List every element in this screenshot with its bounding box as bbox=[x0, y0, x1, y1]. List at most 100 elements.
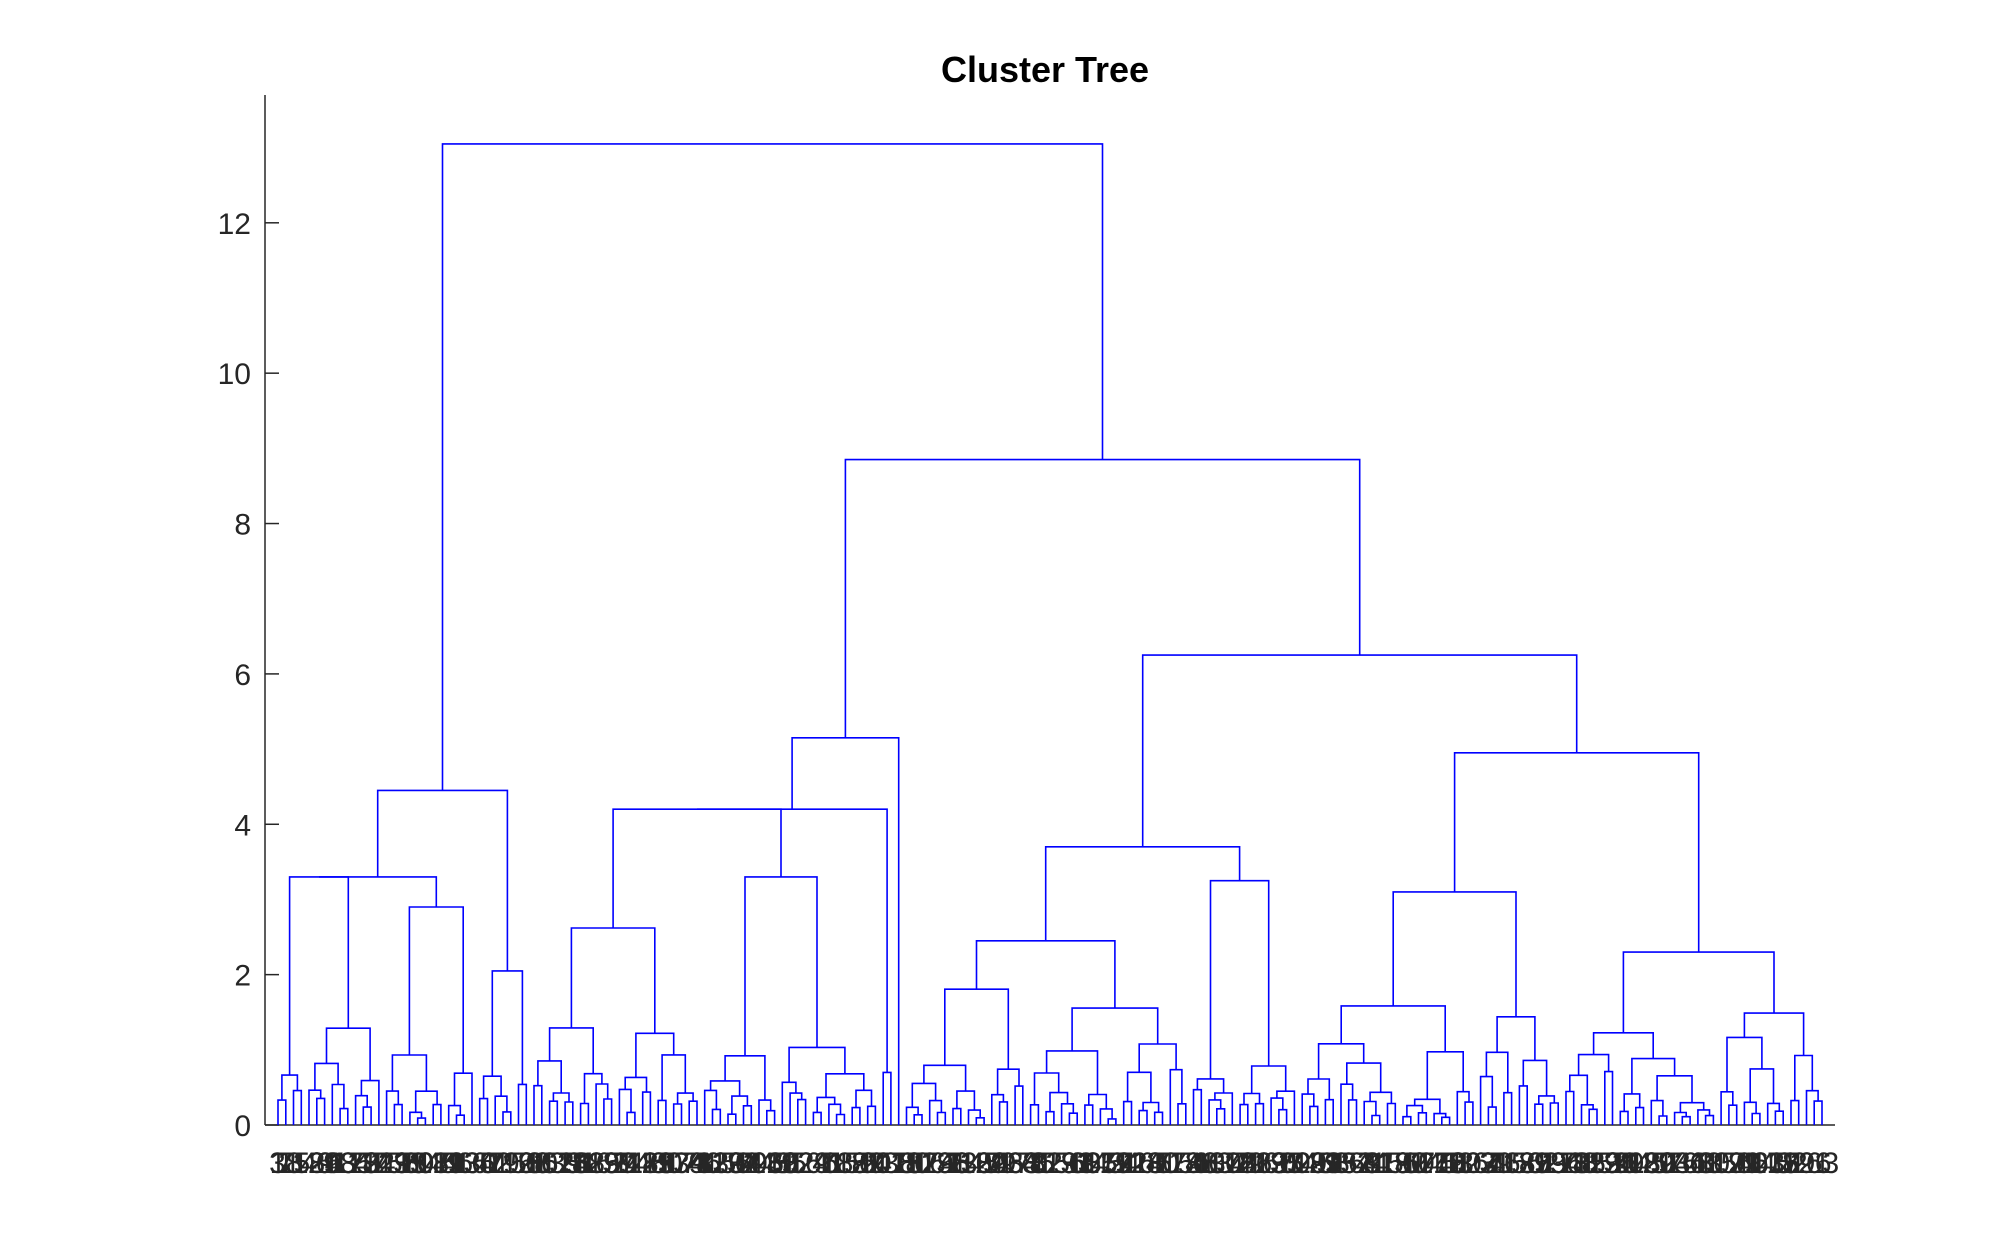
tree-link bbox=[1088, 1093, 1108, 1109]
leaf-label: 30 bbox=[1394, 1147, 1427, 1180]
leaf-label: 171 bbox=[664, 1147, 714, 1180]
leaf-label: 71 bbox=[1611, 1147, 1644, 1180]
tree-link bbox=[1138, 1043, 1177, 1073]
leaf-label: 29 bbox=[1728, 1147, 1761, 1180]
tree-link bbox=[855, 1089, 873, 1108]
tree-link bbox=[1138, 1109, 1148, 1125]
leaf-label: 127 bbox=[1448, 1147, 1498, 1180]
tree-link bbox=[1534, 1103, 1544, 1125]
leaf-label: 155 bbox=[1370, 1147, 1420, 1180]
leaf-label: 104 bbox=[1401, 1147, 1451, 1180]
leaf-label: 175 bbox=[874, 1147, 924, 1180]
tree-link bbox=[727, 1113, 737, 1125]
tree-link bbox=[1413, 1098, 1441, 1114]
leaf-label: 182 bbox=[1626, 1147, 1676, 1180]
leaf-label: 116 bbox=[487, 1147, 535, 1180]
tree-link bbox=[612, 808, 782, 928]
leaf-label: 92 bbox=[781, 1147, 814, 1180]
leaf-label: 78 bbox=[820, 1147, 853, 1180]
leaf-label: 114 bbox=[1154, 1147, 1202, 1180]
leaf-label: 195 bbox=[377, 1147, 427, 1180]
leaf-label: 161 bbox=[912, 1147, 962, 1180]
leaf-label: 94 bbox=[1658, 1147, 1691, 1180]
leaf-label: 130 bbox=[447, 1147, 497, 1180]
leaf-label: 122 bbox=[1572, 1147, 1622, 1180]
leaf-label: 99 bbox=[1534, 1147, 1567, 1180]
tree-link bbox=[1794, 1054, 1814, 1101]
tree-link bbox=[1049, 1091, 1069, 1112]
tree-link bbox=[1045, 1110, 1055, 1125]
leaf-label: 100 bbox=[1192, 1147, 1242, 1180]
tree-link bbox=[626, 1111, 636, 1125]
tree-link bbox=[1549, 1102, 1559, 1125]
leaf-label: 84 bbox=[362, 1147, 395, 1180]
tree-link bbox=[391, 1054, 428, 1092]
leaf-label: 20 bbox=[1642, 1147, 1675, 1180]
tree-link bbox=[703, 1089, 718, 1125]
leaf-label: 81 bbox=[1363, 1147, 1396, 1180]
tree-link bbox=[1749, 1068, 1775, 1104]
tree-link bbox=[952, 1107, 962, 1125]
leaf-label: 72 bbox=[1278, 1147, 1311, 1180]
leaf-label: 134 bbox=[656, 1147, 706, 1180]
y-tick-label: 6 bbox=[234, 659, 251, 692]
leaf-label: 37 bbox=[603, 1147, 636, 1180]
leaf-label: 77 bbox=[1154, 1147, 1187, 1180]
leaf-label: 111 bbox=[612, 1147, 658, 1180]
leaf-label: 21 bbox=[1309, 1147, 1342, 1180]
tree-link bbox=[758, 1099, 772, 1125]
tree-link bbox=[502, 1111, 512, 1125]
leaf-label: 1 bbox=[270, 1147, 287, 1180]
leaf-label: 151 bbox=[1161, 1147, 1211, 1180]
leaf-label: 57 bbox=[1650, 1147, 1683, 1180]
tree-link bbox=[672, 1103, 683, 1125]
leaf-label: 63 bbox=[1192, 1147, 1225, 1180]
leaf-label: 163 bbox=[1789, 1147, 1839, 1180]
leaf-label: 109 bbox=[1277, 1147, 1327, 1180]
tree-link bbox=[292, 1089, 303, 1125]
tree-link bbox=[548, 1100, 559, 1125]
leaf-label: 11 bbox=[1558, 1147, 1589, 1180]
tree-link bbox=[1417, 1112, 1428, 1125]
leaf-label: 105 bbox=[1068, 1147, 1118, 1180]
leaf-label: 95 bbox=[1324, 1147, 1357, 1180]
leaf-label: 86 bbox=[1239, 1147, 1272, 1180]
tree-link bbox=[1518, 1085, 1528, 1125]
tree-link bbox=[1278, 1108, 1288, 1125]
tree-link bbox=[1254, 1102, 1265, 1125]
leaf-label: 113 bbox=[1488, 1147, 1536, 1180]
tree-link bbox=[416, 1117, 427, 1125]
tree-link bbox=[1433, 1112, 1447, 1125]
leaf-label: 28 bbox=[517, 1147, 550, 1180]
leaf-label: 39 bbox=[1479, 1147, 1512, 1180]
tree-link bbox=[441, 143, 1104, 791]
tree-link bbox=[724, 1055, 766, 1101]
tree-link bbox=[281, 1074, 299, 1101]
tree-link bbox=[1635, 1106, 1645, 1125]
leaf-label: 88 bbox=[572, 1147, 605, 1180]
tree-link bbox=[641, 1091, 652, 1125]
tree-link bbox=[1392, 891, 1517, 1017]
leaf-label: 25 bbox=[1518, 1147, 1551, 1180]
leaf-label: 87 bbox=[905, 1147, 938, 1180]
leaf-label: 157 bbox=[703, 1147, 753, 1180]
leaf-label: 26 bbox=[1185, 1147, 1218, 1180]
leaf-label: 187 bbox=[1502, 1147, 1552, 1180]
leaf-label: 170 bbox=[998, 1147, 1048, 1180]
leaf-label: 117 bbox=[1697, 1147, 1745, 1180]
tree-link bbox=[711, 1108, 722, 1125]
y-tick-label: 12 bbox=[218, 208, 251, 241]
leaf-label: 22 bbox=[975, 1147, 1008, 1180]
tree-link bbox=[1774, 1110, 1784, 1125]
tree-link bbox=[866, 1105, 877, 1125]
leaf-label: 152 bbox=[827, 1147, 877, 1180]
tree-link bbox=[1402, 1115, 1412, 1125]
leaf-label: 166 bbox=[788, 1147, 838, 1180]
tree-link bbox=[1453, 752, 1700, 953]
leaf-label: 17 bbox=[1099, 1147, 1132, 1180]
tree-link bbox=[314, 1062, 339, 1091]
leaf-label: 65 bbox=[525, 1147, 558, 1180]
leaf-label: 96 bbox=[991, 1147, 1024, 1180]
tree-link bbox=[1697, 1109, 1711, 1125]
tree-link bbox=[1580, 1104, 1594, 1125]
